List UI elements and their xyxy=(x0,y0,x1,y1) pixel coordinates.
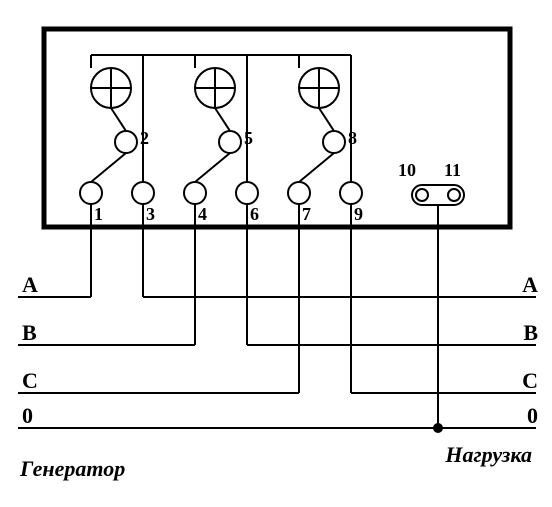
voltage-tap-1 xyxy=(115,131,137,153)
terminal-9 xyxy=(340,182,362,204)
terminal-4 xyxy=(184,182,206,204)
num-8: 8 xyxy=(348,128,357,149)
label-load: Нагрузка xyxy=(445,442,532,468)
terminal-3 xyxy=(132,182,154,204)
num-10: 10 xyxy=(398,160,416,181)
label-C-right: C xyxy=(522,368,538,394)
num-5: 5 xyxy=(244,128,253,149)
wiring-diagram xyxy=(0,0,552,507)
terminal-1 xyxy=(80,182,102,204)
num-3: 3 xyxy=(146,204,155,225)
label-0-right: 0 xyxy=(527,403,538,429)
label-A-right: A xyxy=(522,272,538,298)
voltage-tap-2 xyxy=(219,131,241,153)
label-C-left: C xyxy=(22,368,38,394)
label-B-left: B xyxy=(22,320,37,346)
terminal-7 xyxy=(288,182,310,204)
num-7: 7 xyxy=(302,204,311,225)
terminal-10 xyxy=(416,189,428,201)
label-generator: Генератор xyxy=(20,456,125,482)
num-1: 1 xyxy=(94,204,103,225)
num-11: 11 xyxy=(444,160,461,181)
terminal-6 xyxy=(236,182,258,204)
voltage-tap-3 xyxy=(323,131,345,153)
label-A-left: A xyxy=(22,272,38,298)
terminal-11 xyxy=(448,189,460,201)
label-B-right: B xyxy=(523,320,538,346)
num-6: 6 xyxy=(250,204,259,225)
num-2: 2 xyxy=(140,128,149,149)
num-9: 9 xyxy=(354,204,363,225)
label-0-left: 0 xyxy=(22,403,33,429)
num-4: 4 xyxy=(198,204,207,225)
